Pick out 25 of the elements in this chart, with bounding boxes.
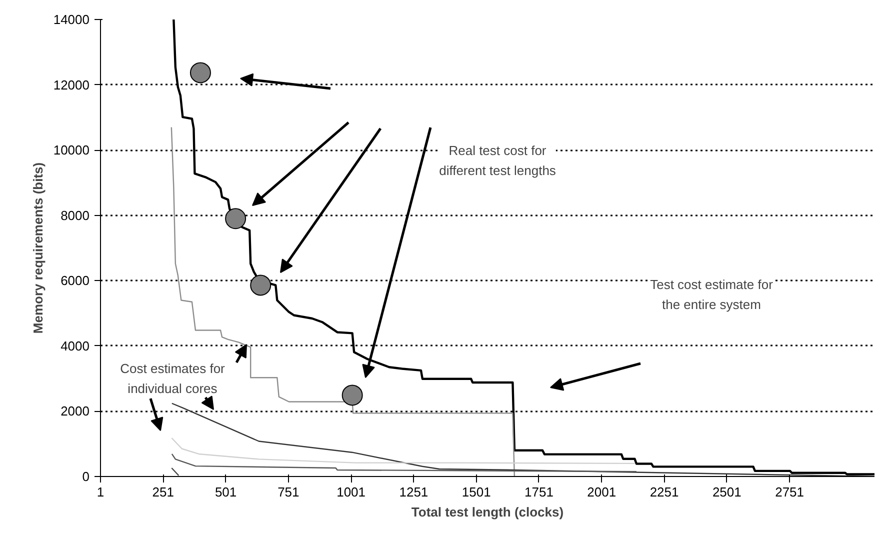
x-tick-label: 2501	[712, 484, 742, 500]
x-tick-label: 1751	[524, 484, 554, 500]
x-axis-title: Total test length (clocks)	[411, 504, 564, 520]
x-tick-label: 1501	[462, 484, 491, 500]
x-tick-label: 751	[278, 484, 300, 500]
y-tick-label: 12000	[53, 77, 90, 92]
x-tick-label: 1	[96, 484, 104, 500]
y-tick-label: 10000	[53, 142, 90, 158]
annotation: Real test cost for different test lengths	[439, 142, 556, 178]
x-tick-label: 2001	[587, 484, 616, 500]
x-tick-label: 501	[214, 484, 237, 500]
y-tick-label: 6000	[60, 273, 90, 288]
y-tick-label: 8000	[60, 208, 90, 223]
annotation: Cost estimates for individual cores	[120, 360, 226, 396]
x-tick-label: 251	[152, 484, 174, 500]
y-tick-label: 14000	[53, 12, 90, 27]
x-tick-label: 2251	[650, 484, 679, 500]
x-tick-label: 1001	[336, 484, 366, 500]
y-tick-label: 0	[82, 469, 90, 484]
x-tick-label: 2751	[775, 484, 804, 500]
annotation: Test cost estimate for the entire system	[650, 276, 774, 312]
y-tick-label: 4000	[60, 338, 90, 354]
y-tick-label: 2000	[60, 404, 90, 419]
y-axis-title: Memory requirements (bits)	[30, 162, 46, 334]
x-tick-label: 1251	[399, 484, 428, 500]
